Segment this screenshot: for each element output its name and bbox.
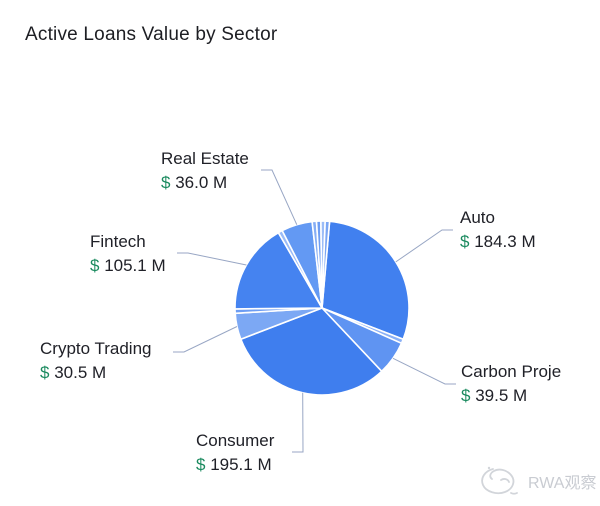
pie-label-name: Fintech [90, 232, 146, 251]
chart-title: Active Loans Value by Sector [25, 24, 278, 45]
value-amount: 105.1 M [99, 256, 166, 275]
pie-label-consumer: Consumer $ 195.1 M [196, 429, 274, 477]
value-amount: 195.1 M [205, 455, 272, 474]
pie-label-value: $ 195.1 M [196, 453, 274, 477]
watermark-text: RWA观察 [528, 475, 597, 492]
pie-label-name: Real Estate [161, 149, 249, 168]
pie-label-crypto-trading: Crypto Trading $ 30.5 M [40, 337, 152, 385]
pie-label-name: Auto [460, 208, 495, 227]
dollar-sign: $ [196, 455, 206, 474]
pie-label-value: $ 184.3 M [460, 230, 536, 254]
pie-label-value: $ 36.0 M [161, 171, 249, 195]
pie-label-fintech: Fintech $ 105.1 M [90, 230, 166, 278]
pie-leader-line-auto [395, 229, 453, 263]
pie-label-carbon-proje: Carbon Proje $ 39.5 M [461, 360, 561, 408]
pie-label-name: Carbon Proje [461, 362, 562, 381]
value-amount: 184.3 M [469, 232, 536, 251]
pie-leader-line-crypto-trading [173, 326, 238, 353]
pie-label-name: Crypto Trading [40, 339, 152, 358]
pie-label-value: $ 39.5 M [461, 384, 561, 408]
pie-label-auto: Auto $ 184.3 M [460, 206, 536, 254]
value-amount: 30.5 M [49, 363, 107, 382]
pie-leader-line-consumer [292, 392, 304, 453]
watermark: RWA观察 [477, 461, 596, 501]
pie-leader-line-real-estate [261, 169, 298, 225]
pie-slice-small-12[interactable] [321, 220, 331, 309]
pie-label-value: $ 105.1 M [90, 254, 166, 278]
pie-label-real-estate: Real Estate $ 36.0 M [161, 147, 249, 195]
dollar-sign: $ [161, 173, 171, 192]
pie-slice-auto[interactable] [321, 220, 410, 341]
value-amount: 39.5 M [470, 386, 528, 405]
dollar-sign: $ [461, 386, 471, 405]
pie-label-name: Consumer [196, 431, 275, 450]
pie-leader-line-carbon-proje [392, 357, 456, 385]
dollar-sign: $ [40, 363, 50, 382]
pie-leader-line-fintech [177, 252, 247, 266]
watermark-logo-icon [481, 466, 518, 495]
pie-label-value: $ 30.5 M [40, 361, 152, 385]
dollar-sign: $ [460, 232, 470, 251]
dollar-sign: $ [90, 256, 100, 275]
value-amount: 36.0 M [170, 173, 228, 192]
